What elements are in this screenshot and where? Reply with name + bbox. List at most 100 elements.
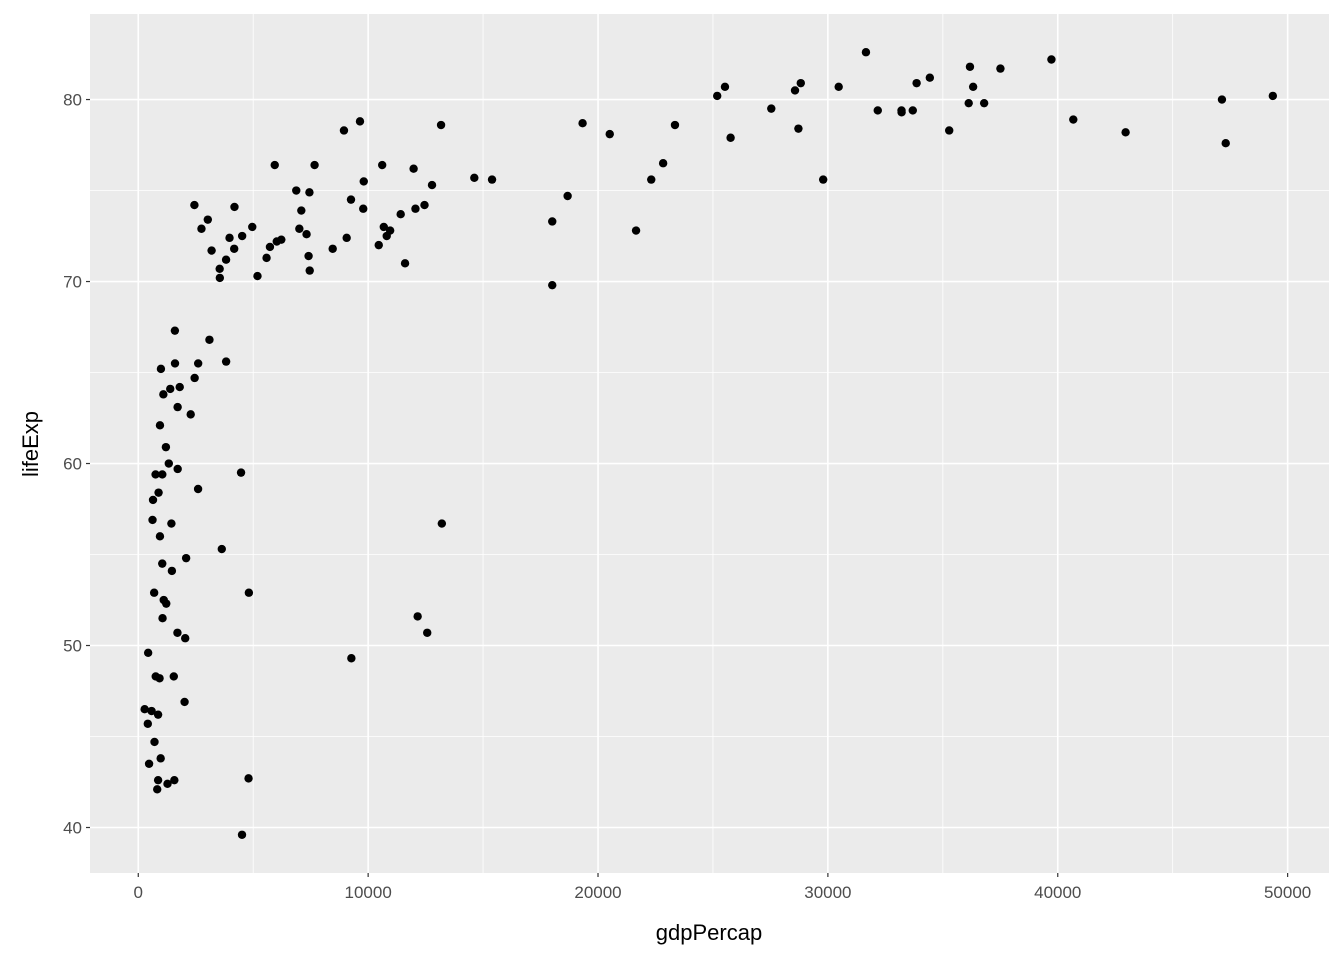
data-point	[253, 271, 262, 281]
data-point	[413, 612, 422, 621]
data-point	[164, 459, 173, 468]
data-point	[244, 774, 253, 783]
data-point	[945, 126, 954, 135]
data-point	[151, 470, 160, 479]
data-point	[143, 648, 153, 657]
data-point	[346, 195, 356, 204]
data-point	[270, 160, 279, 170]
data-point	[355, 117, 365, 126]
data-point	[631, 226, 641, 235]
data-point	[262, 253, 271, 263]
data-point	[548, 280, 557, 290]
data-point	[158, 614, 167, 623]
data-point	[396, 209, 405, 219]
data-point	[143, 719, 153, 728]
y-axis-label: lifeExp	[18, 411, 43, 477]
y-tick-label: 50	[63, 637, 82, 656]
data-point	[203, 215, 213, 224]
data-point	[244, 588, 254, 597]
data-point	[790, 86, 800, 95]
data-point	[237, 231, 247, 241]
data-point	[166, 384, 175, 394]
data-point	[197, 224, 206, 233]
data-point	[1121, 128, 1130, 137]
data-point	[186, 410, 195, 419]
data-point	[167, 566, 177, 576]
data-point	[153, 775, 163, 785]
data-point	[150, 737, 159, 747]
data-point	[382, 231, 391, 241]
data-point	[190, 373, 199, 383]
data-point	[265, 242, 275, 252]
data-point	[153, 785, 162, 794]
data-point	[155, 421, 165, 430]
data-point	[420, 200, 429, 210]
data-point	[834, 82, 843, 91]
data-point	[158, 559, 167, 568]
x-tick-label: 30000	[804, 883, 851, 902]
data-point	[563, 191, 572, 201]
data-point	[147, 706, 156, 716]
data-point	[193, 484, 203, 494]
data-point	[193, 359, 203, 368]
data-point	[658, 159, 668, 168]
data-point	[310, 160, 319, 170]
data-point	[379, 222, 388, 232]
data-point	[158, 470, 167, 479]
data-point	[818, 175, 828, 184]
data-point	[873, 106, 882, 115]
data-point	[1217, 95, 1227, 104]
data-point	[161, 442, 171, 452]
data-point	[713, 91, 722, 101]
points	[140, 48, 1278, 839]
data-point	[295, 224, 304, 233]
data-point	[726, 133, 735, 142]
data-point	[148, 495, 158, 505]
data-point	[156, 364, 166, 374]
data-point	[181, 553, 191, 563]
data-point	[159, 390, 168, 399]
data-point	[605, 129, 614, 139]
data-point	[861, 48, 871, 57]
data-point	[170, 326, 180, 335]
data-point	[297, 206, 306, 215]
data-point	[173, 464, 182, 474]
data-point	[411, 204, 420, 213]
data-point	[154, 488, 163, 497]
data-point	[180, 697, 189, 707]
data-point	[230, 202, 239, 212]
y-axis-ticks: 40 50 60 70 80	[63, 91, 90, 838]
data-point	[965, 62, 975, 71]
data-point	[400, 259, 410, 268]
data-point	[339, 126, 349, 135]
data-point	[720, 82, 730, 91]
y-tick-label: 40	[63, 819, 82, 838]
data-point	[170, 359, 180, 368]
data-point	[229, 244, 239, 253]
data-point	[342, 233, 351, 243]
data-point	[153, 710, 163, 719]
data-point	[979, 98, 989, 108]
data-point	[221, 357, 231, 366]
data-point	[548, 217, 557, 226]
data-point	[796, 78, 805, 88]
data-point	[173, 402, 182, 412]
data-point	[304, 251, 313, 261]
data-point	[964, 98, 973, 108]
data-point	[423, 628, 432, 637]
data-point	[149, 588, 159, 597]
data-point	[647, 175, 656, 184]
data-point	[305, 188, 314, 197]
data-point	[156, 754, 165, 763]
data-point	[578, 118, 587, 128]
data-point	[163, 779, 172, 789]
data-point	[205, 335, 214, 344]
data-point	[437, 519, 447, 528]
data-point	[225, 233, 234, 243]
data-point	[1069, 115, 1078, 124]
data-point	[207, 246, 216, 255]
y-tick-label: 60	[63, 455, 82, 474]
data-point	[272, 237, 281, 246]
data-point	[217, 544, 226, 554]
